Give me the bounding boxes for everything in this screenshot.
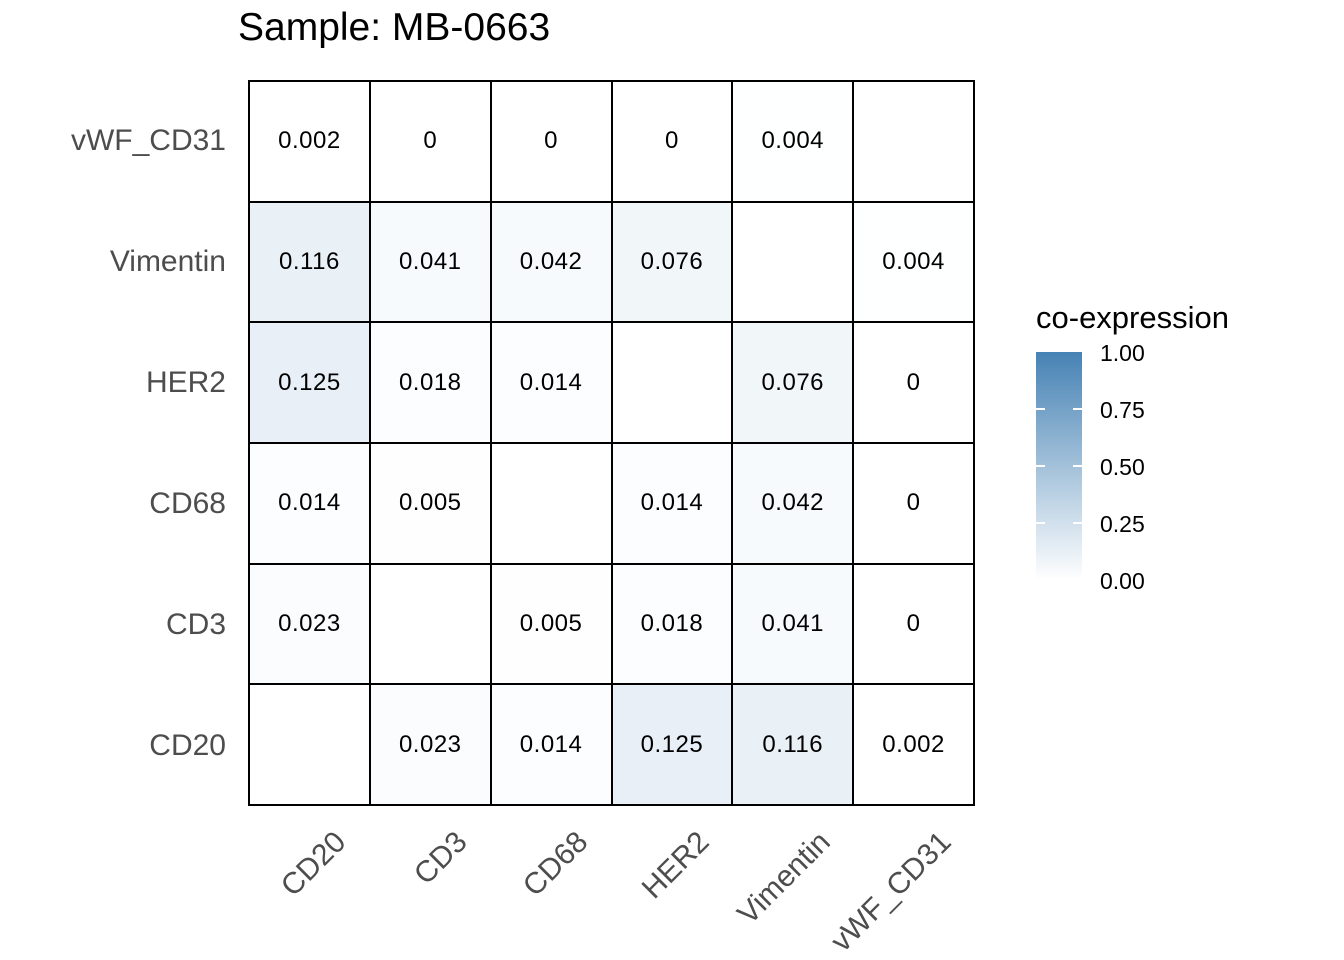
heatmap-cell-CD3-HER2: 0.018 (611, 563, 733, 685)
heatmap-cell-vWF_CD31-CD3: 0 (369, 81, 491, 202)
heatmap-cell-Vimentin-vWF_CD31: 0.004 (853, 201, 974, 323)
legend-title: co-expression (1036, 300, 1229, 335)
heatmap-cell-CD3-CD20: 0.023 (249, 563, 370, 685)
y-axis-label-vWF_CD31: vWF_CD31 (70, 123, 226, 157)
heatmap-cell-CD20-Vimentin: 0.116 (732, 684, 854, 805)
y-axis-label-HER2: HER2 (145, 365, 226, 399)
heatmap-cell-CD68-HER2: 0.014 (611, 442, 733, 564)
heatmap-cell-Vimentin-CD20: 0.116 (249, 201, 370, 323)
y-axis-label-CD20: CD20 (149, 728, 226, 762)
plot-title: Sample: MB-0663 (238, 6, 551, 49)
heatmap-cell-HER2-vWF_CD31: 0 (853, 322, 974, 443)
heatmap-cell-CD3-CD3 (369, 563, 491, 685)
heatmap-cell-CD20-HER2: 0.125 (611, 684, 733, 805)
y-axis-label-CD3: CD3 (165, 607, 226, 641)
heatmap-cell-CD68-CD3: 0.005 (369, 442, 491, 564)
heatmap-cell-Vimentin-CD3: 0.041 (369, 201, 491, 323)
x-axis-label-HER2: HER2 (635, 825, 716, 906)
colorbar-tick-mark (1073, 408, 1082, 410)
heatmap-grid: 0.002 0 0 0 0.004 0.116 0.041 0.042 0.076 0.004 0.… (248, 80, 975, 806)
heatmap-cell-vWF_CD31-CD20: 0.002 (249, 81, 370, 202)
heatmap-cell-vWF_CD31-CD68: 0 (490, 81, 612, 202)
heatmap-cell-CD20-CD68: 0.014 (490, 684, 612, 805)
heatmap-cell-CD3-vWF_CD31: 0 (853, 563, 974, 685)
heatmap-cell-Vimentin-Vimentin (732, 201, 854, 323)
heatmap-cell-vWF_CD31-HER2: 0 (611, 81, 733, 202)
heatmap-cell-vWF_CD31-Vimentin: 0.004 (732, 81, 854, 202)
heatmap-cell-HER2-Vimentin: 0.076 (732, 322, 854, 443)
heatmap-cell-HER2-CD20: 0.125 (249, 322, 370, 443)
heatmap-cell-CD68-vWF_CD31: 0 (853, 442, 974, 564)
heatmap-cell-HER2-CD3: 0.018 (369, 322, 491, 443)
x-axis-label-Vimentin: Vimentin (731, 825, 837, 931)
heatmap-cell-CD3-Vimentin: 0.041 (732, 563, 854, 685)
colorbar-tick-mark (1073, 522, 1082, 524)
legend-tick-label-0.25: 0.25 (1100, 511, 1145, 537)
heatmap-cell-Vimentin-CD68: 0.042 (490, 201, 612, 323)
heatmap-cell-vWF_CD31-vWF_CD31 (853, 81, 974, 202)
x-axis-label-CD68: CD68 (516, 825, 595, 903)
legend-tick-label-0.50: 0.50 (1100, 454, 1145, 480)
colorbar-tick-mark (1036, 465, 1045, 467)
x-axis-label-vWF_CD31: vWF_CD31 (825, 825, 959, 959)
y-axis-label-Vimentin: Vimentin (109, 244, 226, 278)
heatmap-cell-CD68-CD20: 0.014 (249, 442, 370, 564)
colorbar-tick-mark (1073, 465, 1082, 467)
legend-tick-label-1.00: 1.00 (1100, 340, 1145, 366)
heatmap-cell-HER2-CD68: 0.014 (490, 322, 612, 443)
heatmap-cell-CD20-CD3: 0.023 (369, 684, 491, 805)
heatmap-cell-HER2-HER2 (611, 322, 733, 443)
heatmap-cell-CD68-CD68 (490, 442, 612, 564)
heatmap-cell-CD68-Vimentin: 0.042 (732, 442, 854, 564)
heatmap-cell-CD20-vWF_CD31: 0.002 (853, 684, 974, 805)
x-axis-label-CD3: CD3 (407, 825, 474, 892)
y-axis-label-CD68: CD68 (149, 486, 226, 520)
heatmap-cell-CD20-CD20 (249, 684, 370, 805)
legend-tick-label-0.00: 0.00 (1100, 568, 1145, 594)
legend-tick-label-0.75: 0.75 (1100, 397, 1145, 423)
colorbar-tick-mark (1036, 408, 1045, 410)
heatmap-cell-Vimentin-HER2: 0.076 (611, 201, 733, 323)
heatmap-cell-CD3-CD68: 0.005 (490, 563, 612, 685)
colorbar-tick-mark (1036, 522, 1045, 524)
x-axis-label-CD20: CD20 (274, 825, 353, 903)
